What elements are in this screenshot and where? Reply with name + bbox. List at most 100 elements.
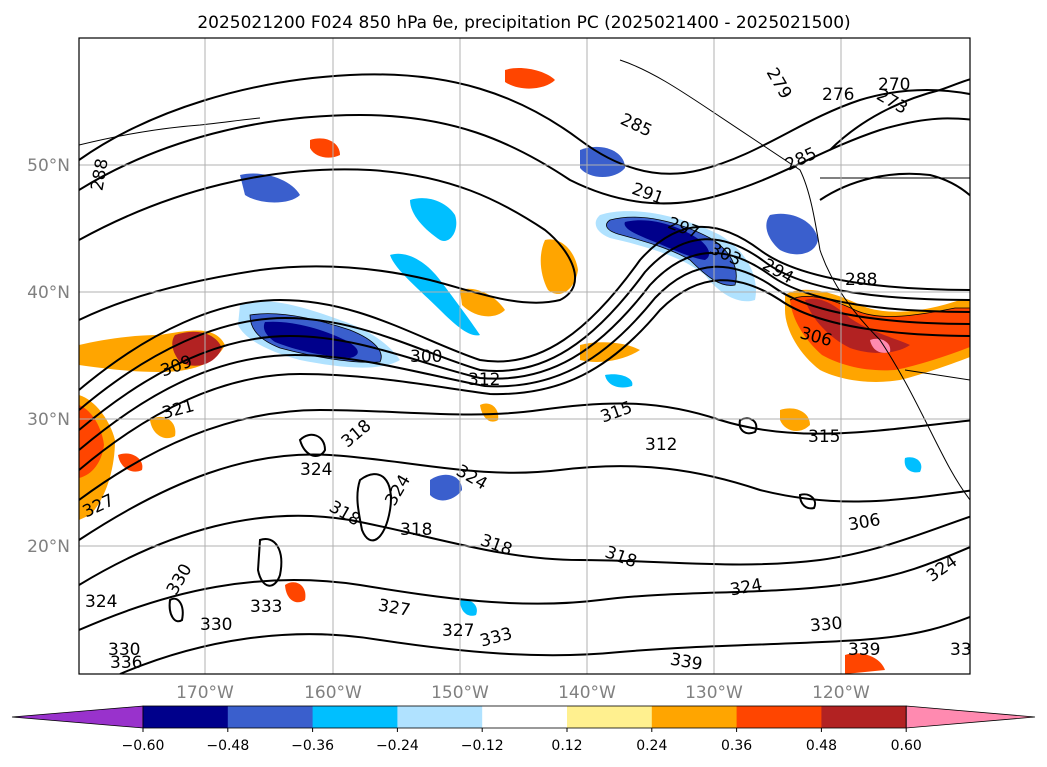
precip-positive-region [845, 653, 885, 674]
contour-label: 330 [200, 615, 232, 635]
latitude-axis: 50°N 40°N 30°N 20°N [27, 156, 70, 557]
contour-label: 330 [108, 640, 140, 660]
contour-line [79, 251, 970, 431]
contour-line [119, 615, 970, 674]
precip-positive-region [540, 239, 578, 294]
precip-negative-region [460, 599, 477, 616]
colorbar-segment [567, 706, 653, 728]
colorbar-tick-label: 0.36 [721, 738, 752, 754]
contour-label: 336 [110, 653, 142, 673]
contour-line [79, 546, 970, 631]
precip-positive-region [460, 288, 505, 317]
precip-positive-region [780, 408, 810, 432]
lon-tick-label: 150°W [431, 683, 489, 703]
colorbar-segment [143, 706, 229, 728]
contour-label: 315 [808, 427, 840, 447]
precip-negative-region [624, 220, 710, 260]
precip-positive-region [150, 416, 176, 439]
lat-tick-label: 50°N [27, 156, 70, 176]
contour-line [168, 597, 184, 623]
colorbar: −0.60 −0.48 −0.36 −0.24 −0.12 0.12 0.24 0.36 0.4… [11, 705, 1036, 754]
precip-positive-region [118, 453, 143, 472]
lon-tick-label: 130°W [685, 683, 743, 703]
lon-tick-label: 160°W [304, 683, 362, 703]
precip-positive-region [870, 338, 891, 353]
colorbar-tick-label: −0.36 [291, 738, 334, 754]
precip-negative-region [904, 457, 922, 473]
precip-positive-region [285, 582, 306, 603]
contour-line [79, 265, 970, 451]
contour-line [819, 172, 970, 201]
precip-negative-region [580, 146, 625, 177]
contour-line [79, 73, 970, 175]
lon-tick-label: 170°W [176, 683, 234, 703]
precip-negative-region [605, 374, 633, 388]
precip-negative-region [263, 321, 358, 358]
contour-line [356, 473, 392, 542]
precip-positive-region [480, 403, 499, 422]
precip-negative-region [430, 474, 462, 501]
colorbar-extend-min [11, 705, 144, 729]
contour-label: 333 [950, 640, 982, 660]
border-us-mexico [904, 369, 970, 381]
contour-label: 312 [468, 370, 500, 390]
contour-line [79, 279, 970, 471]
precip-positive-region [505, 68, 555, 89]
colorbar-tick-label: −0.12 [461, 738, 504, 754]
colorbar-segment [736, 706, 822, 728]
contour-label: 339 [668, 650, 703, 675]
colorbar-tick-label: −0.24 [376, 738, 419, 754]
longitude-axis: 170°W 160°W 150°W 140°W 130°W 120°W [176, 683, 870, 703]
map-frame [78, 37, 971, 675]
colorbar-segment [312, 706, 398, 728]
colorbar-tick-label: 0.48 [806, 738, 837, 754]
precip-negative-region [240, 173, 300, 203]
colorbar-tick-label: 0.24 [636, 738, 667, 754]
contour-line [829, 78, 970, 151]
contour-label: 312 [645, 435, 677, 455]
precip-outline [789, 295, 970, 317]
coastline-north-america [619, 59, 970, 501]
contour-label: 324 [300, 460, 332, 480]
contour-line [79, 402, 970, 501]
colorbar-segment [821, 706, 907, 728]
colorbar-frame [142, 705, 907, 729]
coastlines [79, 59, 970, 501]
contour-label: 270 [878, 75, 910, 95]
contour-label: 324 [85, 592, 117, 612]
contour-line [798, 493, 816, 510]
colorbar-segment [397, 706, 483, 728]
precip-positive-region [79, 405, 104, 478]
contour-label: 330 [809, 614, 843, 637]
precip-positive-region [805, 298, 910, 353]
colorbar-tick-label: 0.60 [891, 738, 922, 754]
colorbar-extend-max [905, 705, 1036, 729]
precip-outline [606, 216, 737, 286]
contour-line [256, 538, 283, 587]
colorbar-tick-label: 0.12 [551, 738, 582, 754]
precip-shading [79, 68, 970, 674]
colorbar-tick-label: −0.60 [122, 738, 165, 754]
lat-tick-label: 30°N [27, 410, 70, 430]
colorbar-segment [651, 706, 738, 728]
contour-label: 276 [822, 85, 854, 105]
contour-label: 288 [845, 270, 877, 290]
contour-line [298, 433, 327, 457]
colorbar-segment [227, 706, 314, 728]
lat-tick-label: 20°N [27, 537, 70, 557]
contour-line [79, 238, 970, 411]
precip-outline [249, 313, 382, 363]
lon-tick-label: 140°W [558, 683, 616, 703]
contour-line [79, 168, 577, 321]
precip-outline-contours [249, 216, 970, 363]
coastline-aleutians [79, 117, 261, 146]
lon-tick-label: 120°W [812, 683, 870, 703]
lat-tick-label: 40°N [27, 283, 70, 303]
colorbar-tick-label: −0.48 [206, 738, 249, 754]
contour-label: 318 [400, 520, 432, 540]
precip-negative-region [766, 213, 818, 255]
map-gridlines [79, 38, 970, 674]
figure-title: 2025021200 F024 850 hPa θe, precipitatio… [197, 13, 850, 33]
contour-line [79, 453, 970, 541]
